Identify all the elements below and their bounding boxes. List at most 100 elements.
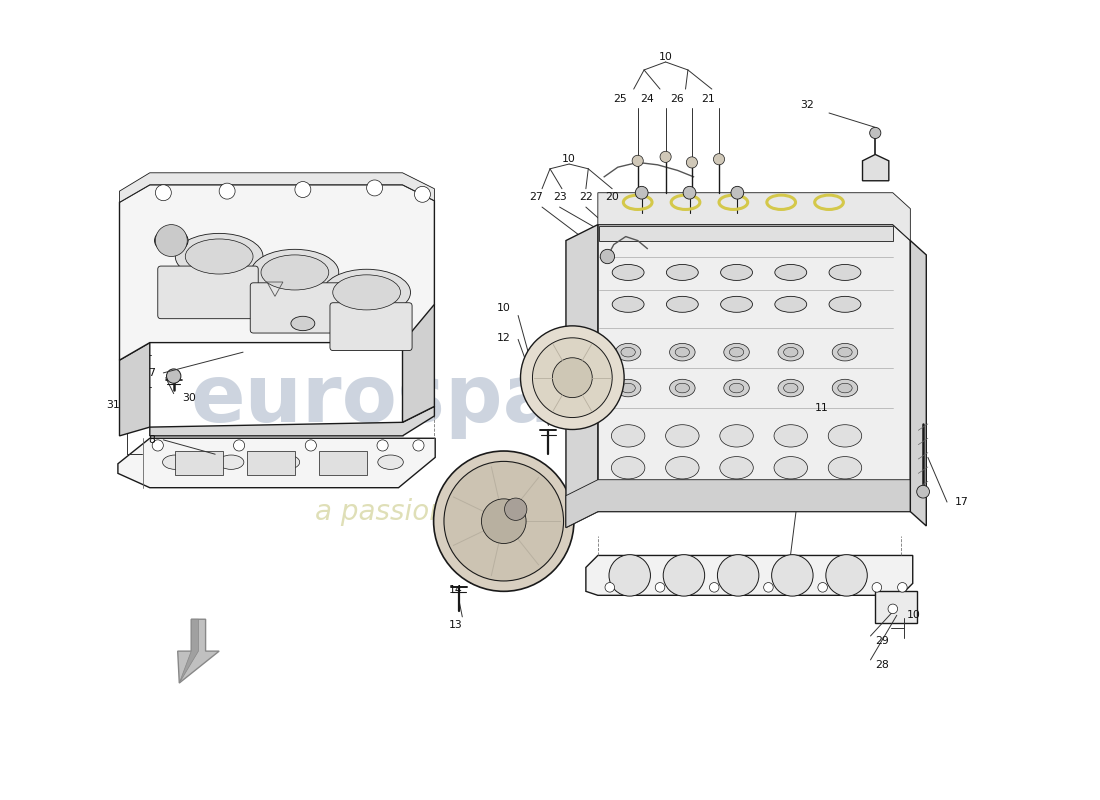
Text: 14: 14: [449, 585, 463, 594]
Text: 24: 24: [640, 94, 654, 104]
Ellipse shape: [829, 296, 861, 312]
Circle shape: [377, 440, 388, 451]
Ellipse shape: [719, 425, 754, 447]
Circle shape: [898, 582, 907, 592]
Ellipse shape: [829, 265, 861, 281]
Circle shape: [686, 157, 697, 168]
Polygon shape: [120, 342, 150, 436]
Ellipse shape: [667, 296, 698, 312]
Ellipse shape: [774, 425, 807, 447]
Ellipse shape: [219, 455, 244, 470]
Ellipse shape: [155, 229, 188, 253]
Circle shape: [219, 183, 235, 199]
Ellipse shape: [670, 379, 695, 397]
Ellipse shape: [783, 347, 798, 357]
Circle shape: [601, 250, 615, 264]
Polygon shape: [876, 591, 916, 623]
Ellipse shape: [621, 347, 636, 357]
Text: 17: 17: [955, 497, 969, 507]
Ellipse shape: [670, 343, 695, 361]
Ellipse shape: [720, 265, 752, 281]
Circle shape: [605, 582, 615, 592]
Circle shape: [155, 225, 187, 257]
Text: 25: 25: [614, 94, 627, 104]
Ellipse shape: [838, 383, 853, 393]
Ellipse shape: [612, 457, 645, 479]
Ellipse shape: [290, 316, 315, 330]
Ellipse shape: [666, 425, 700, 447]
Circle shape: [663, 554, 705, 596]
Text: 13: 13: [449, 620, 463, 630]
Bar: [175, 451, 223, 475]
Ellipse shape: [719, 457, 754, 479]
Text: 10: 10: [497, 303, 510, 314]
Polygon shape: [597, 193, 911, 241]
Ellipse shape: [828, 457, 861, 479]
Ellipse shape: [774, 265, 806, 281]
Circle shape: [166, 369, 180, 383]
Polygon shape: [586, 555, 913, 595]
Ellipse shape: [729, 347, 744, 357]
Polygon shape: [118, 438, 436, 488]
Ellipse shape: [783, 383, 798, 393]
Text: 20: 20: [605, 192, 619, 202]
Bar: [319, 451, 366, 475]
Ellipse shape: [838, 347, 853, 357]
Text: 28: 28: [876, 660, 889, 670]
Ellipse shape: [724, 379, 749, 397]
Polygon shape: [120, 173, 434, 202]
Circle shape: [710, 582, 719, 592]
Text: 10: 10: [562, 154, 576, 164]
Ellipse shape: [330, 455, 355, 470]
Ellipse shape: [675, 347, 690, 357]
Polygon shape: [403, 304, 434, 422]
Ellipse shape: [828, 425, 861, 447]
Ellipse shape: [615, 379, 641, 397]
Circle shape: [632, 155, 644, 166]
Circle shape: [916, 486, 930, 498]
Ellipse shape: [774, 457, 807, 479]
Text: 10: 10: [908, 610, 921, 620]
Ellipse shape: [274, 455, 299, 470]
Ellipse shape: [729, 383, 744, 393]
Circle shape: [552, 358, 592, 398]
Text: 29: 29: [876, 636, 889, 646]
Text: 22: 22: [579, 192, 593, 202]
FancyBboxPatch shape: [330, 302, 412, 350]
Text: 23: 23: [552, 192, 567, 202]
Circle shape: [656, 582, 664, 592]
Circle shape: [870, 127, 881, 138]
Polygon shape: [911, 241, 926, 526]
Circle shape: [532, 338, 613, 418]
Ellipse shape: [377, 455, 404, 470]
Ellipse shape: [185, 239, 253, 274]
Ellipse shape: [675, 383, 690, 393]
Circle shape: [763, 582, 773, 592]
Text: 10: 10: [659, 52, 672, 62]
Circle shape: [683, 186, 696, 199]
FancyBboxPatch shape: [250, 283, 351, 333]
Text: 7: 7: [148, 368, 155, 378]
Polygon shape: [565, 480, 911, 527]
Circle shape: [771, 554, 813, 596]
Circle shape: [505, 498, 527, 520]
Text: 30: 30: [183, 394, 197, 403]
Ellipse shape: [322, 270, 410, 315]
Polygon shape: [600, 226, 893, 241]
Circle shape: [366, 180, 383, 196]
Text: 27: 27: [529, 192, 542, 202]
Ellipse shape: [724, 343, 749, 361]
Circle shape: [415, 186, 430, 202]
Ellipse shape: [666, 457, 700, 479]
Circle shape: [444, 462, 563, 581]
Circle shape: [155, 185, 172, 201]
Ellipse shape: [778, 343, 803, 361]
Ellipse shape: [720, 296, 752, 312]
FancyBboxPatch shape: [157, 266, 258, 318]
Ellipse shape: [667, 265, 698, 281]
Circle shape: [636, 186, 648, 199]
Ellipse shape: [833, 343, 858, 361]
Circle shape: [717, 554, 759, 596]
Circle shape: [609, 554, 650, 596]
Polygon shape: [597, 225, 911, 512]
